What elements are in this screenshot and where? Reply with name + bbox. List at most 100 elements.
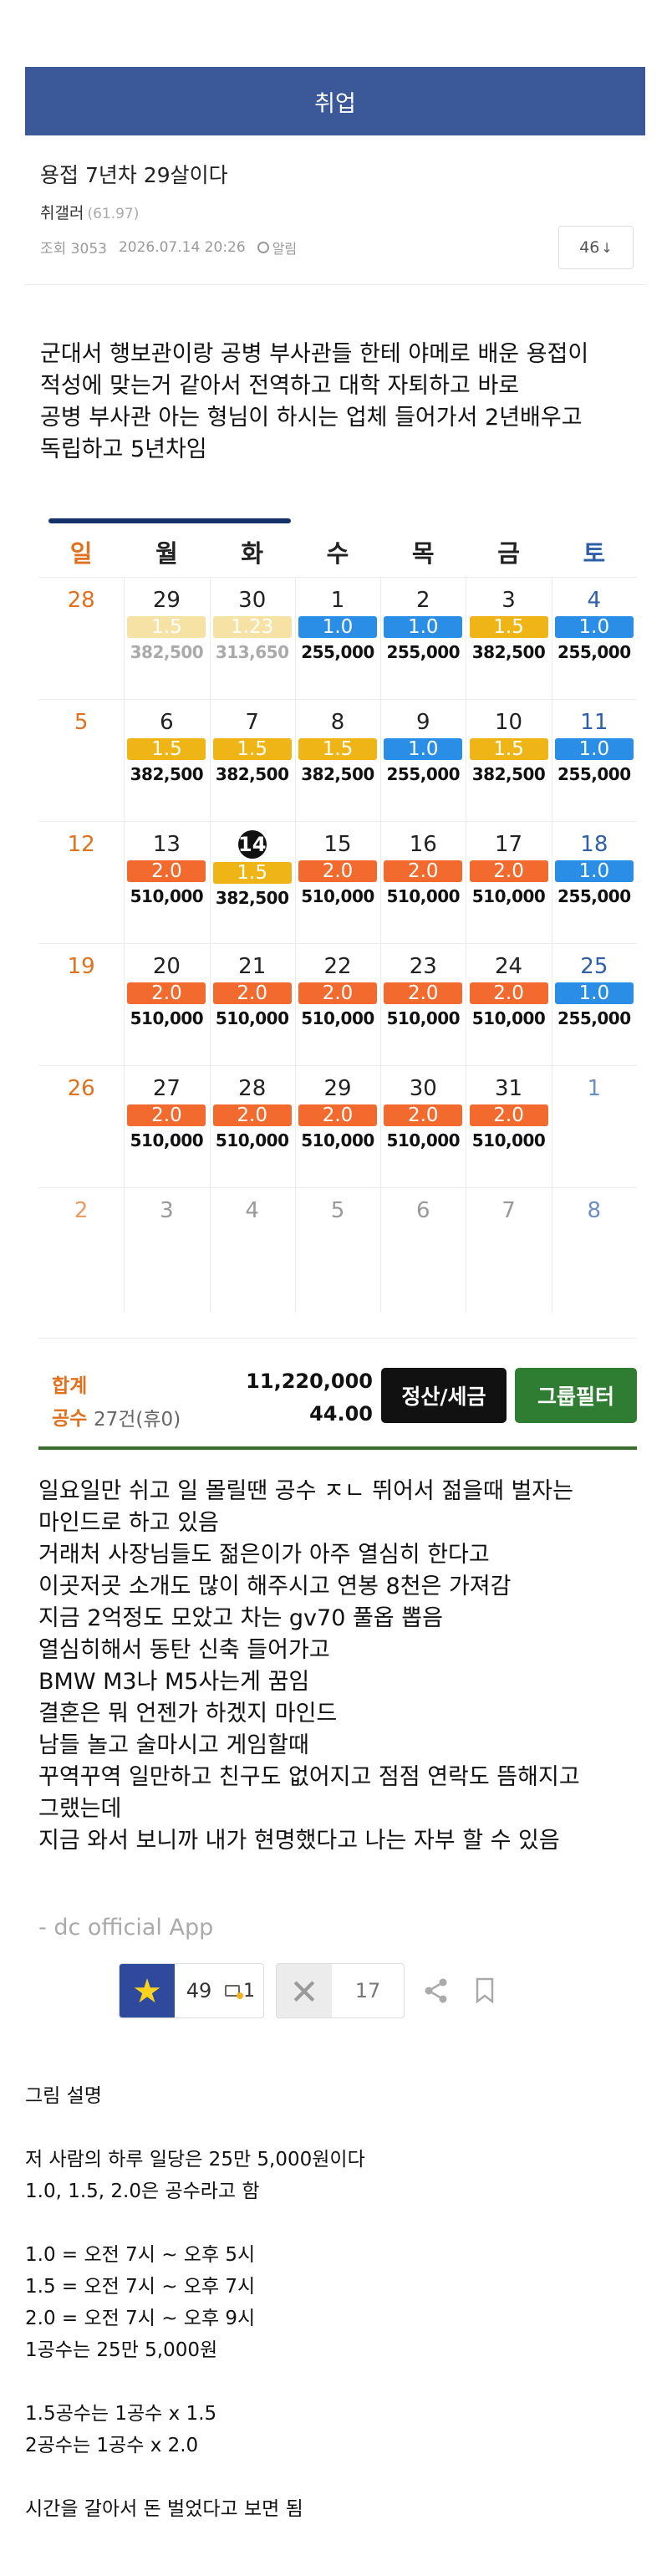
explanation-line: 2.0 = 오전 7시 ~ 오후 9시 xyxy=(25,2308,256,2329)
calendar-day[interactable]: 8 1.5 382,500 xyxy=(295,700,380,821)
daily-amount: 382,500 xyxy=(215,764,289,784)
intro-line: 군대서 행보관이랑 공병 부사관들 한테 야메로 배운 용접이 xyxy=(40,341,589,367)
total-label: 합계 xyxy=(52,1375,88,1397)
settle-tax-button[interactable]: 정산/세금 xyxy=(381,1368,507,1423)
image-explanation: 그림 설명 저 사람의 하루 일당은 25만 5,000원이다 1.0, 1.5, … xyxy=(25,2080,644,2525)
calendar-day[interactable]: 9 1.0 255,000 xyxy=(380,700,466,821)
day-number: 14 xyxy=(237,830,267,859)
calendar-day[interactable]: 30 2.0 510,000 xyxy=(380,1066,466,1187)
explanation-line: 1.5 = 오전 7시 ~ 오후 7시 xyxy=(25,2276,256,2298)
daily-amount: 382,500 xyxy=(130,764,204,784)
calendar-day[interactable]: 17 2.0 510,000 xyxy=(466,822,551,943)
body-line: 지금 와서 보니까 내가 현명했다고 나는 자부 할 수 있음 xyxy=(38,1828,560,1854)
calendar-day[interactable]: 31 2.0 510,000 xyxy=(466,1066,551,1187)
share-button[interactable] xyxy=(416,1963,456,2018)
calendar-day[interactable]: 28 xyxy=(38,578,124,699)
calendar-day[interactable]: 16 2.0 510,000 xyxy=(380,822,466,943)
explanation-line: 그림 설명 xyxy=(25,2085,102,2107)
calendar-day[interactable]: 28 2.0 510,000 xyxy=(210,1066,295,1187)
calendar-day[interactable]: 8 xyxy=(552,1188,637,1309)
daily-amount: 255,000 xyxy=(557,764,631,784)
day-number: 2 xyxy=(415,588,430,613)
calendar-day[interactable]: 5 xyxy=(38,700,124,821)
calendar-day[interactable]: 6 1.5 382,500 xyxy=(124,700,209,821)
calendar-day[interactable]: 1 1.0 255,000 xyxy=(295,578,380,699)
calendar-day[interactable]: 20 2.0 510,000 xyxy=(124,944,209,1065)
calendar-day[interactable]: 4 1.0 255,000 xyxy=(552,578,637,699)
calendar-day[interactable]: 23 2.0 510,000 xyxy=(380,944,466,1065)
gongsu-badge: 2.0 xyxy=(127,982,206,1004)
calendar-day[interactable]: 7 1.5 382,500 xyxy=(210,700,295,821)
calendar-week: 12 13 2.0 510,000 14 1.5 382,500 15 2.0 510,000 16… xyxy=(38,821,637,943)
calendar-day[interactable]: 10 1.5 382,500 xyxy=(466,700,551,821)
calendar-day[interactable]: 30 1.23 313,650 xyxy=(210,578,295,699)
body-line: 이곳저곳 소개도 많이 해주시고 연봉 8천은 가져감 xyxy=(38,1574,512,1599)
nonrecommend-button[interactable]: ✕ xyxy=(277,1964,332,2017)
gongsu-badge: 1.5 xyxy=(212,738,292,760)
calendar-day[interactable]: 21 2.0 510,000 xyxy=(210,944,295,1065)
calendar-day[interactable]: 29 1.5 382,500 xyxy=(124,578,209,699)
calendar-day[interactable]: 3 xyxy=(124,1188,209,1309)
body-line: 남들 놀고 술마시고 게임할때 xyxy=(38,1732,309,1758)
author-nickname[interactable]: 취갤러 xyxy=(40,204,84,222)
group-filter-button[interactable]: 그룹필터 xyxy=(515,1368,637,1423)
intro-line: 적성에 맞는거 같아서 전역하고 대학 자퇴하고 바로 xyxy=(40,373,520,399)
calendar-day[interactable]: 15 2.0 510,000 xyxy=(295,822,380,943)
recommend-button[interactable]: ★ xyxy=(120,1964,175,2017)
daily-amount: 313,650 xyxy=(215,642,289,662)
day-number: 20 xyxy=(152,954,181,979)
calendar-day[interactable]: 12 xyxy=(38,822,124,943)
weekday-label: 목 xyxy=(411,539,435,568)
calendar-day[interactable]: 22 2.0 510,000 xyxy=(295,944,380,1065)
calendar-day[interactable]: 7 xyxy=(466,1188,551,1309)
daily-amount: 382,500 xyxy=(471,764,546,784)
calendar-day[interactable]: 1 xyxy=(552,1066,637,1187)
calendar-day[interactable]: 19 xyxy=(38,944,124,1065)
calendar-day[interactable]: 14 1.5 382,500 xyxy=(210,822,295,943)
alarm-button[interactable]: 알림 xyxy=(257,237,297,258)
day-number: 4 xyxy=(587,588,602,613)
divider xyxy=(38,1338,637,1339)
calendar-day[interactable]: 25 1.0 255,000 xyxy=(552,944,637,1065)
calendar-week: 28 29 1.5 382,500 30 1.23 313,650 1 1.0 255,000 2 1… xyxy=(38,577,637,699)
explanation-line xyxy=(25,2112,644,2144)
calendar-day[interactable]: 3 1.5 382,500 xyxy=(466,578,551,699)
nonrecommend-box: ✕ 17 xyxy=(276,1963,405,2018)
comment-count-button[interactable]: 46 ↓ xyxy=(558,226,634,269)
daily-amount: 255,000 xyxy=(386,642,461,662)
calendar-day[interactable]: 27 2.0 510,000 xyxy=(124,1066,209,1187)
board-header[interactable]: 취업 xyxy=(25,67,645,135)
author[interactable]: 취갤러 (61.97) xyxy=(40,201,139,223)
body-line: 꾸역꾸역 일만하고 친구도 없어지고 점점 연락도 뜸해지고 xyxy=(38,1764,580,1790)
day-number: 3 xyxy=(160,1198,174,1223)
calendar-day[interactable]: 13 2.0 510,000 xyxy=(124,822,209,943)
day-number: 21 xyxy=(238,954,267,979)
calendar-day[interactable]: 18 1.0 255,000 xyxy=(552,822,637,943)
calendar-day[interactable]: 2 xyxy=(38,1188,124,1309)
fixed-recommend[interactable]: 1 xyxy=(223,1964,263,2017)
gongsu-badge: 2.0 xyxy=(384,860,463,882)
gongsu-badge: 2.0 xyxy=(469,1104,548,1126)
daily-amount: 255,000 xyxy=(557,886,631,906)
calendar-day[interactable]: 6 xyxy=(380,1188,466,1309)
bookmark-button[interactable] xyxy=(468,1963,501,2018)
calendar-day[interactable]: 4 xyxy=(210,1188,295,1309)
day-number: 23 xyxy=(409,954,437,979)
day-number: 11 xyxy=(580,710,608,735)
calendar-day[interactable]: 26 xyxy=(38,1066,124,1187)
explanation-line xyxy=(25,2461,644,2493)
calendar-day[interactable]: 2 1.0 255,000 xyxy=(380,578,466,699)
calendar-day[interactable]: 5 xyxy=(295,1188,380,1309)
calendar-week: 19 20 2.0 510,000 21 2.0 510,000 22 2.0 510,000 23… xyxy=(38,943,637,1065)
day-number: 16 xyxy=(409,832,437,857)
day-number: 12 xyxy=(67,832,95,857)
gongsu-badge: 2.0 xyxy=(298,1104,377,1126)
calendar-day[interactable]: 11 1.0 255,000 xyxy=(552,700,637,821)
calendar-day[interactable]: 29 2.0 510,000 xyxy=(295,1066,380,1187)
day-number: 25 xyxy=(580,954,608,979)
body-line: 거래처 사장님들도 젊은이가 아주 열심히 한다고 xyxy=(38,1542,490,1568)
day-number: 5 xyxy=(330,1198,345,1223)
calendar-day[interactable]: 24 2.0 510,000 xyxy=(466,944,551,1065)
